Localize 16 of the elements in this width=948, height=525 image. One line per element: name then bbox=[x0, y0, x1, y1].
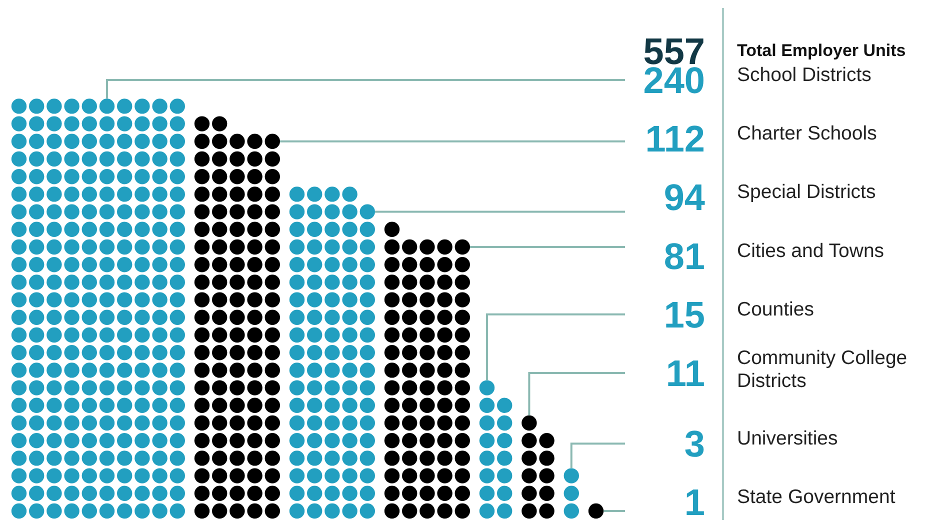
data-label: 1 bbox=[684, 482, 705, 524]
category-label: School Districts bbox=[737, 64, 872, 86]
category-label: Charter Schools bbox=[737, 122, 878, 145]
category-label: State Government bbox=[737, 486, 896, 508]
category-label: Cities and Towns bbox=[737, 240, 884, 262]
category-label: Counties bbox=[737, 298, 814, 320]
data-label: 15 bbox=[664, 294, 705, 336]
data-label: 11 bbox=[666, 353, 705, 394]
category-label: Special Districts bbox=[737, 181, 876, 204]
data-label: 94 bbox=[664, 177, 706, 218]
text: Total Employer Units bbox=[737, 41, 906, 60]
data-label: 81 bbox=[664, 236, 705, 277]
data-label: 3 bbox=[684, 424, 705, 465]
category-label: Community College Districts bbox=[737, 347, 908, 392]
category-label: Universities bbox=[737, 428, 838, 450]
data-label: 112 bbox=[645, 118, 705, 160]
